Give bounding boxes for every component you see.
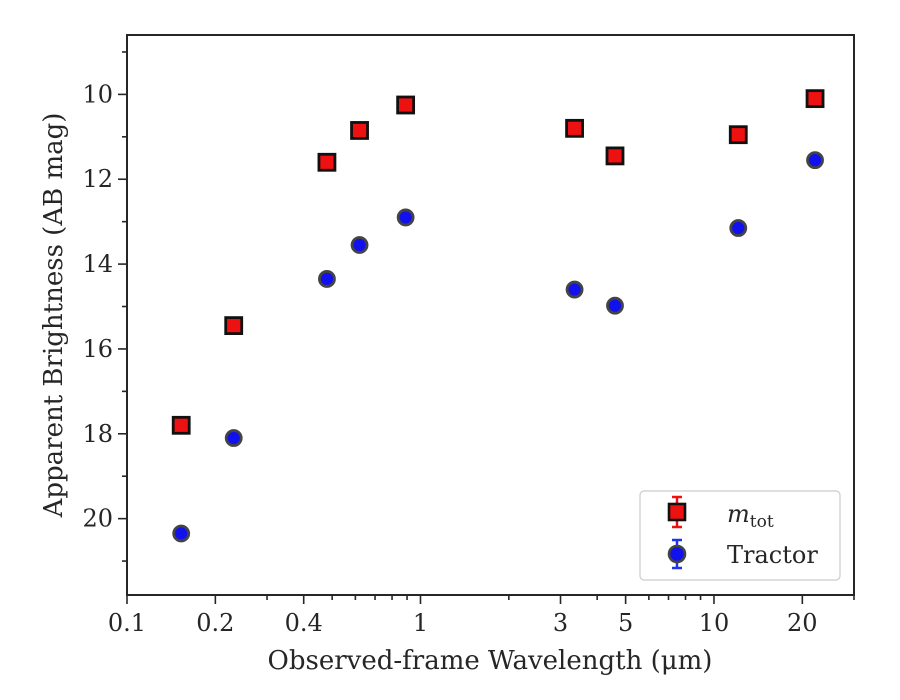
mtot-point-2 [317, 152, 337, 172]
x-tick-label-7: 20 [787, 609, 818, 637]
tractor-point-3 [350, 236, 369, 254]
legend-marker-mtot [667, 495, 687, 529]
y-tick-label-5: 20 [82, 505, 113, 533]
legend-label-tractor: Tractor [727, 541, 818, 569]
legend-box [639, 490, 841, 581]
tractor-point-1 [224, 429, 243, 447]
data-markers [171, 89, 825, 543]
mtot-point-1 [224, 316, 244, 336]
legend: mtot Tractor [639, 490, 841, 581]
mtot-point-0 [171, 415, 191, 435]
mtot-point-4 [396, 95, 416, 115]
y-axis-ticks: 10 12 14 16 18 20 [82, 51, 127, 562]
y-tick-label-2: 14 [82, 250, 113, 278]
mtot-point-6 [605, 146, 625, 166]
tractor-point-0 [172, 524, 191, 543]
plot-frame [126, 34, 855, 596]
legend-label-mtot-main: m [727, 500, 750, 528]
legend-label-mtot-sub: tot [750, 512, 774, 532]
mtot-point-8 [805, 89, 825, 109]
legend-marker-tractor [667, 538, 687, 570]
x-tick-label-6: 10 [699, 609, 730, 637]
y-tick-label-1: 12 [82, 165, 113, 193]
tractor-point-5 [565, 280, 584, 299]
mtot-point-7 [728, 125, 748, 145]
x-tick-label-5: 5 [618, 609, 633, 637]
x-axis-label: Observed-frame Wavelength (μm) [268, 646, 713, 676]
x-axis-ticks: 0.1 0.2 0.4 1 3 5 10 20 [108, 595, 855, 637]
tractor-point-6 [606, 296, 624, 315]
x-tick-label-2: 0.4 [285, 609, 323, 637]
y-tick-label-3: 16 [82, 335, 113, 363]
x-tick-label-1: 0.2 [196, 609, 234, 637]
tractor-point-4 [396, 208, 415, 227]
y-tick-label-0: 10 [82, 80, 113, 108]
tractor-point-7 [729, 219, 748, 237]
y-axis-label: Apparent Brightness (AB mag) [39, 113, 69, 519]
mtot-point-5 [565, 118, 584, 138]
legend-label-mtot: mtot [727, 500, 774, 532]
x-tick-label-0: 0.1 [108, 609, 146, 637]
x-tick-label-4: 3 [553, 609, 568, 637]
x-tick-label-3: 1 [413, 609, 428, 637]
y-tick-label-4: 18 [82, 420, 113, 448]
mtot-point-3 [350, 121, 369, 140]
tractor-point-2 [318, 270, 336, 288]
tractor-point-8 [806, 151, 824, 170]
